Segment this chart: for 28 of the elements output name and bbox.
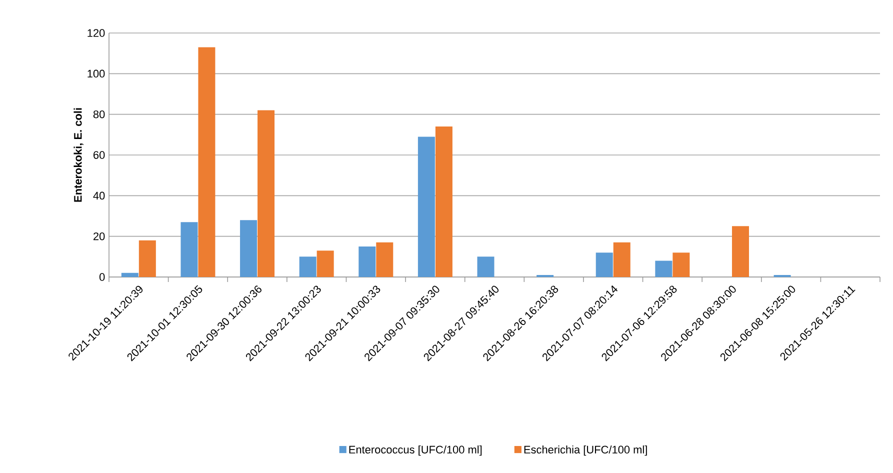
bar [198,47,216,277]
bar [376,242,394,277]
bar [418,136,435,277]
bar [732,226,749,277]
bar [180,222,198,277]
bar [121,272,138,277]
bar [477,256,494,277]
y-tick-label: 100 [88,70,105,78]
bar [596,252,613,277]
y-tick-label: 0 [99,273,105,281]
bar [299,256,316,277]
bar [672,252,690,277]
bar [316,250,334,277]
y-axis-title: Enterokoki, E. coli [74,108,84,202]
bar [240,220,258,277]
bar [655,260,672,277]
y-tick-label: 80 [93,110,105,118]
bar [358,246,376,277]
y-tick-label: 60 [94,151,105,159]
y-tick-label: 20 [94,232,105,240]
y-tick-label: 40 [93,192,105,200]
bar [258,110,275,277]
y-tick-label: 120 [88,29,105,37]
bar [613,242,630,277]
bar [435,126,452,277]
legend-label: Enterococcus [UFC/100 ml] [349,445,482,456]
bar [138,240,156,277]
legend-label: Escherichia [UFC/100 ml] [524,445,647,456]
